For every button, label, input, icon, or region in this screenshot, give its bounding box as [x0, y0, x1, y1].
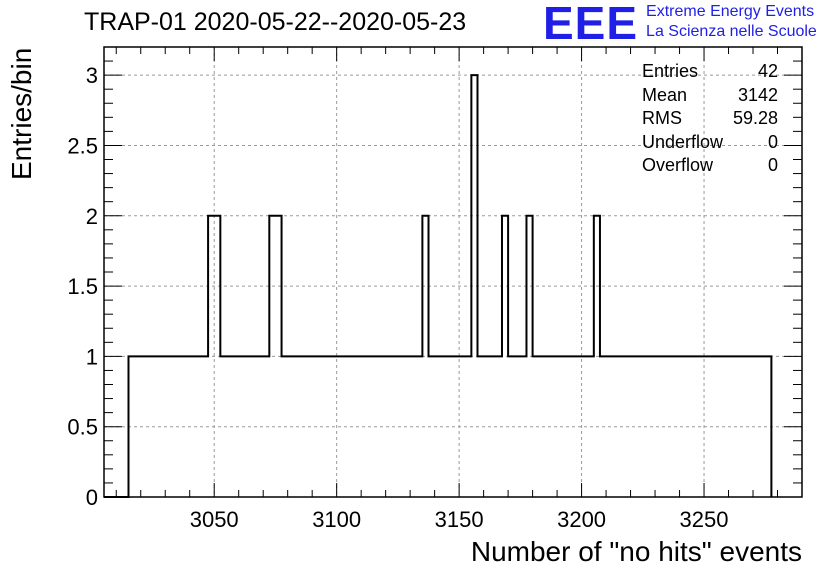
x-tick-label: 3200 [557, 507, 606, 532]
stats-label: Underflow [642, 131, 724, 152]
histogram-bin [416, 356, 422, 497]
stats-label: Overflow [642, 155, 714, 175]
x-tick-label: 3250 [680, 507, 729, 532]
histogram-bin [282, 356, 288, 497]
histogram-bin [471, 75, 477, 497]
histogram-bin [508, 356, 514, 497]
stats-value: 0 [767, 155, 778, 175]
histogram-bin [380, 356, 386, 497]
x-tick-label: 3100 [312, 507, 361, 532]
stats-label: RMS [642, 108, 682, 128]
y-tick-label: 2.5 [67, 133, 98, 158]
histogram-bin [545, 356, 551, 497]
stats-label: Entries [642, 61, 699, 81]
histogram-bin [526, 216, 532, 497]
stats-label: Mean [642, 84, 688, 105]
logo-line-2: La Scienza nelle Scuole [646, 23, 817, 40]
stats-row-overflow: Overflow 0 [642, 154, 778, 178]
histogram-bin [569, 356, 575, 497]
y-tick-label: 3 [86, 63, 98, 88]
eee-logo-text: Extreme Energy Events La Scienza nelle S… [646, 2, 817, 42]
histogram-bin [459, 356, 465, 497]
histogram-bin [208, 216, 214, 497]
histogram-bin [257, 356, 263, 497]
histogram-bin [128, 356, 134, 497]
histogram-bin [765, 356, 771, 497]
chart-title: TRAP-01 2020-05-22--2020-05-23 [84, 8, 467, 36]
histogram-bin [502, 216, 508, 497]
histogram-bin [343, 356, 349, 497]
stats-box: Entries 42 Mean 3142 RMS 59.28 Underflow 0 O… [642, 60, 778, 178]
stats-row-mean: Mean 3142 [642, 84, 778, 108]
histogram-bin [422, 216, 428, 497]
histogram-bin [251, 356, 257, 497]
stats-value: 3142 [737, 84, 778, 105]
histogram-bin [563, 356, 569, 497]
stats-value: 59.28 [732, 108, 778, 128]
eee-logo: EEE Extreme Energy Events La Scienza nel… [543, 0, 817, 49]
histogram-bin [392, 356, 398, 497]
histogram-bin [637, 356, 643, 497]
stats-value: 42 [757, 61, 778, 81]
stats-row-rms: RMS 59.28 [642, 107, 778, 131]
histogram-bin [533, 356, 539, 497]
eee-logo-mark: EEE [543, 0, 639, 49]
y-tick-label: 1 [86, 344, 98, 369]
histogram-bin [429, 356, 435, 497]
x-tick-label: 3050 [190, 507, 239, 532]
histogram-bin [275, 216, 281, 497]
y-tick-label: 0.5 [67, 415, 98, 440]
x-axis-label: Number of "no hits" events [470, 536, 802, 567]
logo-line-1: Extreme Energy Events [646, 3, 815, 20]
histogram-bin [600, 356, 606, 497]
x-tick-label: 3150 [435, 507, 484, 532]
histogram-bin [673, 356, 679, 497]
stats-row-underflow: Underflow 0 [642, 131, 778, 155]
histogram-bin [514, 356, 520, 497]
histogram-bin [269, 216, 275, 497]
histogram-bin [220, 356, 226, 497]
histogram-bin [465, 356, 471, 497]
histogram-bin [288, 356, 294, 497]
y-tick-label: 0 [86, 485, 98, 510]
y-tick-label: 1.5 [67, 274, 98, 299]
y-tick-label: 2 [86, 204, 98, 229]
stats-row-entries: Entries 42 [642, 60, 778, 84]
stats-value: 0 [767, 131, 778, 152]
histogram-bin [361, 356, 367, 497]
histogram-bin [477, 356, 483, 497]
histogram-bin [594, 216, 600, 497]
histogram-step-line [104, 74, 773, 498]
